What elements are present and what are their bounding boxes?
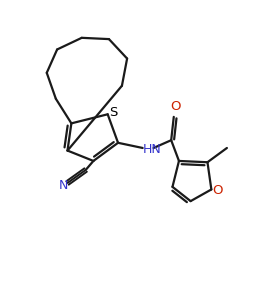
Text: HN: HN (143, 143, 161, 156)
Text: O: O (212, 184, 222, 197)
Text: O: O (170, 100, 180, 113)
Text: N: N (59, 179, 68, 192)
Text: S: S (109, 106, 118, 119)
